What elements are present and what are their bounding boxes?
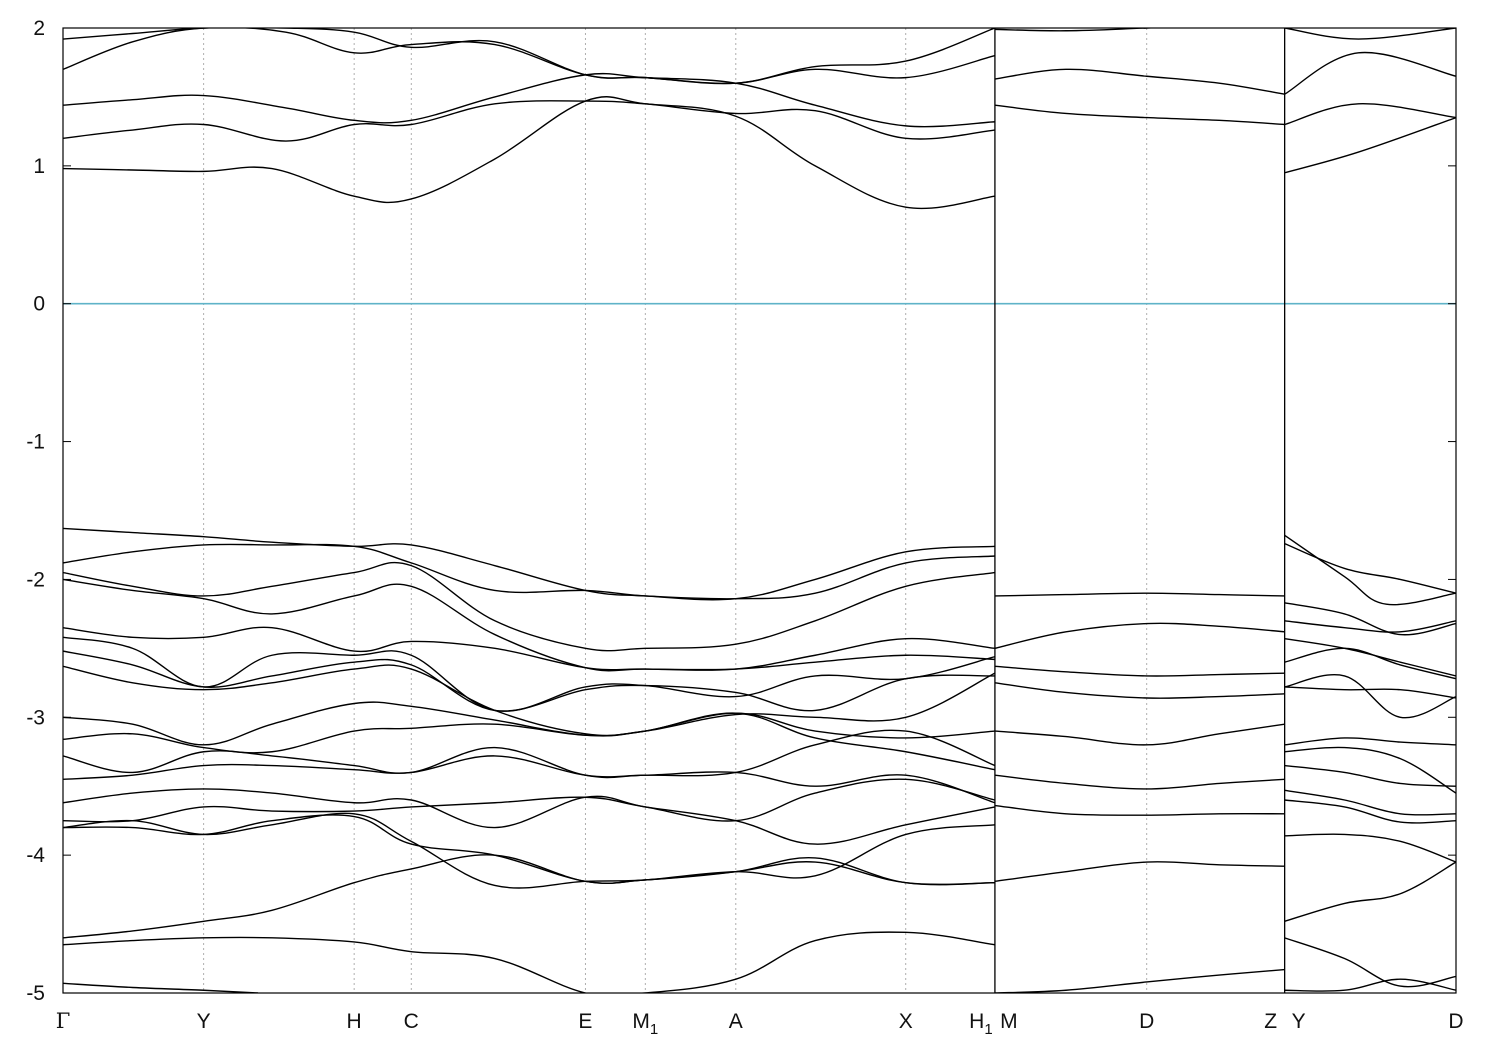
band-line-22 (63, 729, 996, 779)
band-line-29 (63, 931, 996, 993)
band-line-49 (1284, 746, 1456, 794)
band-line-52 (1284, 799, 1456, 824)
band-line-5 (994, 104, 1285, 126)
band-line-48 (1284, 737, 1456, 746)
y-tick-label: 1 (33, 155, 45, 178)
kpoint-label-0: Γ (56, 1009, 71, 1033)
kpoint-label-9: M (1000, 1010, 1018, 1033)
band-line-38 (994, 861, 1285, 883)
band-lines (63, 28, 1456, 993)
band-line-46 (1284, 674, 1456, 719)
kpoint-label-12: Y (1292, 1010, 1306, 1033)
y-tick-label: -2 (26, 568, 45, 591)
band-line-50 (1284, 764, 1456, 787)
y-tick-label: -5 (26, 982, 45, 1005)
kpoint-subscript: 1 (984, 1021, 992, 1038)
kpoint-label-5: M1 (632, 1010, 658, 1038)
band-line-31 (994, 592, 1285, 597)
band-line-53 (1284, 833, 1456, 863)
band-line-12 (63, 527, 995, 601)
band-line-35 (994, 723, 1285, 746)
plot-frame (62, 27, 1457, 994)
band-line-27 (63, 812, 995, 889)
band-line-1 (63, 100, 995, 142)
band-line-11 (1284, 28, 1456, 40)
band-line-54 (1284, 861, 1456, 922)
band-line-8 (1284, 116, 1456, 174)
band-line-56 (1284, 978, 1456, 992)
band-line-34 (994, 682, 1285, 699)
band-line-43 (1284, 620, 1456, 633)
kpoint-subscript: 1 (650, 1021, 658, 1038)
band-line-7 (994, 28, 1167, 32)
band-line-30 (63, 982, 259, 993)
kpoint-label-1: Y (197, 1010, 211, 1033)
band-line-2 (63, 72, 995, 128)
band-line-19 (63, 664, 996, 737)
kpoint-label-6: A (729, 1010, 743, 1033)
band-line-0 (63, 96, 996, 210)
kpoint-label-2: H (347, 1010, 362, 1033)
band-line-47 (1284, 686, 1456, 699)
band-line-9 (1284, 103, 1456, 126)
band-line-28 (63, 854, 995, 939)
y-tick-label: 2 (33, 17, 45, 40)
band-line-36 (994, 774, 1285, 790)
y-axis-ticks: 2 1 0 -1 -2 -3 -4 -5 (26, 17, 1456, 1005)
kpoint-label-10: D (1139, 1010, 1154, 1033)
band-line-14 (63, 561, 996, 652)
band-line-33 (994, 665, 1285, 677)
band-line-4 (63, 28, 996, 85)
band-line-45 (1284, 647, 1456, 680)
y-tick-label: -4 (26, 844, 45, 867)
x-axis-kpoint-labels: Γ Y H C E M1 A X H1 M D Z Y D (56, 1009, 1464, 1038)
kpoint-label-8: H1 (969, 1010, 993, 1038)
band-line-37 (994, 804, 1285, 816)
band-line-41 (1284, 542, 1456, 594)
band-line-10 (1284, 51, 1456, 95)
kpoint-label-3: C (404, 1010, 419, 1033)
kpoint-label-4: E (578, 1010, 592, 1033)
y-tick-label: -1 (26, 431, 45, 454)
band-line-21 (63, 712, 996, 771)
kpoint-label-7: X (899, 1010, 913, 1033)
band-line-13 (63, 543, 995, 600)
y-tick-label: 0 (33, 293, 45, 316)
band-line-40 (1284, 534, 1456, 606)
kpoint-label-13: D (1448, 1010, 1463, 1033)
kpoint-label-11: Z (1264, 1010, 1277, 1033)
y-tick-label: -3 (26, 706, 45, 729)
band-line-20 (63, 701, 995, 746)
band-line-6 (994, 68, 1285, 95)
band-line-25 (63, 778, 996, 823)
band-line-23 (63, 755, 996, 804)
band-line-3 (63, 28, 996, 85)
band-line-15 (63, 578, 995, 672)
path-discontinuities (994, 28, 1286, 993)
band-line-42 (1284, 602, 1456, 636)
band-line-16 (63, 626, 995, 671)
band-line-39 (994, 968, 1285, 993)
band-line-32 (994, 622, 1285, 650)
band-line-24 (63, 788, 996, 845)
plot-background (63, 28, 1456, 993)
band-line-51 (1284, 789, 1456, 816)
